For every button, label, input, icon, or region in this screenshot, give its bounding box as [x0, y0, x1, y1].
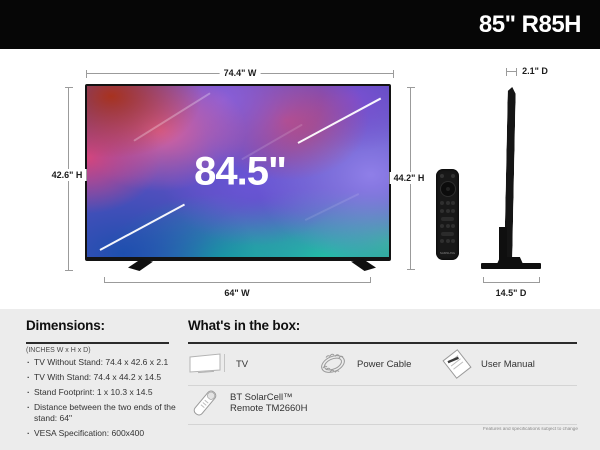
dimension-item: Stand Footprint: 1 x 10.3 x 14.5 [26, 387, 192, 398]
remote-control-photo: SAMSUNG [436, 169, 459, 260]
remote-icon [193, 390, 217, 416]
dimension-item: VESA Specification: 600x400 [26, 428, 192, 439]
product-title: 85" R85H [478, 10, 582, 38]
dimension-item: Distance between the two ends of the sta… [26, 402, 192, 424]
dimension-item: TV With Stand: 74.4 x 44.2 x 14.5 [26, 372, 192, 383]
dimensions-heading: Dimensions: [26, 318, 105, 333]
units-note: (INCHES W x H x D) [26, 347, 91, 354]
dimensions-list: TV Without Stand: 74.4 x 42.6 x 2.1 TV W… [26, 357, 192, 443]
box-item-power-cable: Power Cable [317, 348, 411, 380]
stand-depth-dimension-line [483, 277, 540, 283]
box-item-user-manual: User Manual [441, 348, 535, 380]
remote-brand-label: SAMSUNG [439, 251, 456, 255]
box-item-label: TV [236, 358, 249, 370]
remote-label-line1: BT SolarCell™ [230, 392, 293, 403]
box-rule [188, 342, 577, 344]
diagonal-size-label: 84.5" [194, 149, 287, 194]
dimensions-rule [26, 342, 169, 344]
stand-depth-dimension-label: 14.5" D [495, 288, 527, 298]
tv-side-view-back [499, 227, 507, 264]
tv-side-view-stand-neck [497, 257, 523, 264]
tv-side-view-stand-base [481, 263, 541, 269]
box-item-label: BT SolarCell™ Remote TM2660H [230, 392, 307, 414]
remote-dpad [439, 181, 456, 197]
stand-width-dimension-line [104, 277, 371, 283]
height-dimension-label: 42.6" H [47, 169, 87, 181]
power-cable-icon [321, 353, 345, 373]
remote-label-line2: Remote TM2660H [230, 403, 308, 414]
box-item-remote: BT SolarCell™ Remote TM2660H [188, 387, 307, 419]
box-divider [188, 424, 577, 425]
dimension-item: TV Without Stand: 74.4 x 42.6 x 2.1 [26, 357, 192, 368]
user-manual-icon [442, 349, 472, 379]
depth-dimension-label: 2.1" D [522, 66, 548, 76]
side-height-dimension-label: 44.2" H [389, 172, 429, 184]
disclaimer-text: Features and specifications subject to c… [483, 427, 578, 432]
box-item-tv: TV [188, 348, 248, 380]
box-item-label: Power Cable [357, 358, 412, 370]
tv-front-view [85, 84, 391, 261]
depth-dimension-line [506, 68, 517, 76]
header-bar: 85" R85H [0, 0, 600, 49]
box-heading: What's in the box: [188, 318, 301, 333]
tv-icon [189, 353, 225, 374]
stand-width-dimension-label: 64" W [224, 288, 250, 298]
box-item-label: User Manual [481, 358, 535, 370]
width-dimension-label: 74.4" W [219, 67, 261, 79]
box-divider [188, 385, 577, 386]
